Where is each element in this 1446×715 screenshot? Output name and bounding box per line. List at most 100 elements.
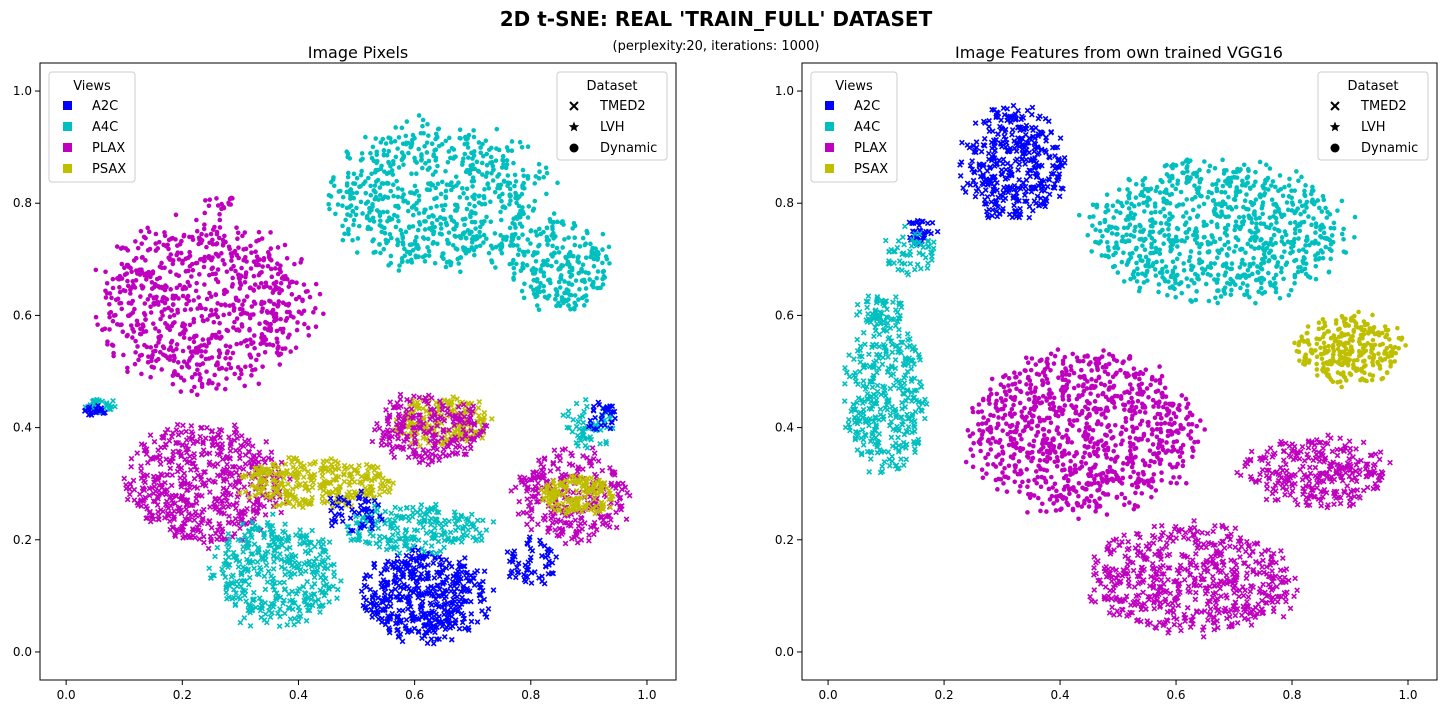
scatter-point (371, 426, 378, 433)
scatter-point (363, 201, 369, 206)
scatter-point (430, 640, 437, 647)
scatter-point (321, 311, 326, 317)
scatter-point (231, 325, 236, 330)
scatter-point (216, 254, 221, 259)
scatter-point (423, 161, 428, 166)
scatter-point (614, 500, 620, 507)
scatter-point (469, 240, 475, 245)
scatter-point (185, 255, 191, 261)
scatter-point (259, 269, 264, 275)
scatter-point (186, 435, 192, 441)
scatter-point (351, 171, 357, 177)
scatter-point (241, 615, 248, 621)
scatter-point (607, 516, 614, 523)
scatter-point (588, 241, 593, 247)
scatter-point (212, 479, 218, 485)
scatter-point (212, 224, 217, 230)
scatter-point (284, 309, 290, 315)
scatter-point (227, 482, 234, 488)
scatter-point (538, 231, 544, 237)
scatter-point (582, 442, 589, 449)
scatter-point (264, 309, 270, 314)
scatter-point (404, 119, 410, 124)
scatter-point (251, 273, 257, 279)
scatter-point (583, 286, 589, 291)
scatter-point (524, 521, 530, 528)
scatter-point (509, 148, 515, 153)
scatter-point (200, 533, 207, 540)
scatter-point (409, 171, 414, 177)
scatter-point (596, 251, 601, 257)
scatter-point (259, 309, 265, 314)
scatter-point (225, 503, 232, 510)
scatter-point (556, 267, 561, 272)
scatter-point (198, 451, 205, 458)
figure-title: 2D t-SNE: REAL 'TRAIN_FULL' DATASET (500, 7, 933, 31)
scatter-point (464, 521, 470, 528)
scatter-point (143, 317, 148, 322)
scatter-point (192, 384, 197, 390)
scatter-point (206, 203, 212, 209)
scatter-point (417, 512, 423, 518)
scatter-point (579, 466, 586, 472)
scatter-point (489, 260, 495, 265)
scatter-point (429, 220, 435, 226)
scatter-point (244, 337, 249, 343)
scatter-point (204, 233, 209, 238)
scatter-point (253, 249, 258, 254)
scatter-point (171, 508, 177, 514)
scatter-point (378, 140, 384, 145)
scatter-point (183, 449, 190, 456)
scatter-point (396, 165, 402, 170)
scatter-point (133, 255, 139, 261)
scatter-point (400, 141, 406, 147)
scatter-point (215, 335, 221, 340)
chart-title: Image Pixels (308, 43, 409, 62)
scatter-point (217, 217, 223, 223)
scatter-point (296, 309, 302, 315)
scatter-point (227, 311, 232, 317)
scatter-point (103, 400, 110, 406)
scatter-point (175, 250, 181, 255)
scatter-point (600, 247, 605, 252)
scatter-point (225, 519, 232, 526)
scatter-point (145, 225, 150, 231)
scatter-point (285, 335, 291, 340)
scatter-point (122, 265, 127, 271)
scatter-point (266, 254, 272, 260)
scatter-point (174, 372, 180, 377)
scatter-point (242, 438, 248, 445)
scatter-point (158, 481, 165, 488)
scatter-point (164, 297, 170, 302)
scatter-point (463, 216, 468, 222)
scatter-point (567, 292, 573, 298)
scatter-point (265, 568, 272, 575)
scatter-point (183, 506, 190, 513)
scatter-point (474, 619, 481, 625)
scatter-point (410, 224, 416, 229)
scatter-point (271, 301, 277, 307)
scatter-point (146, 492, 153, 499)
scatter-point (262, 349, 268, 355)
scatter-point (520, 261, 526, 267)
scatter-point (123, 246, 129, 251)
scatter-point (139, 241, 145, 246)
scatter-point (237, 452, 243, 458)
scatter-point (424, 640, 431, 647)
scatter-point (480, 153, 486, 159)
scatter-point (541, 289, 546, 294)
scatter-point (291, 615, 298, 622)
scatter-point (168, 497, 175, 504)
scatter-point (212, 495, 219, 502)
scatter-point (162, 287, 168, 293)
scatter-point (172, 320, 177, 325)
scatter-point (384, 478, 391, 485)
scatter-point (393, 125, 398, 130)
scatter-point (403, 229, 409, 235)
scatter-point (576, 260, 582, 265)
scatter-point (364, 213, 370, 219)
scatter-point (433, 169, 438, 174)
scatter-point (170, 381, 176, 387)
scatter-point (263, 480, 270, 487)
scatter-point (160, 435, 167, 441)
